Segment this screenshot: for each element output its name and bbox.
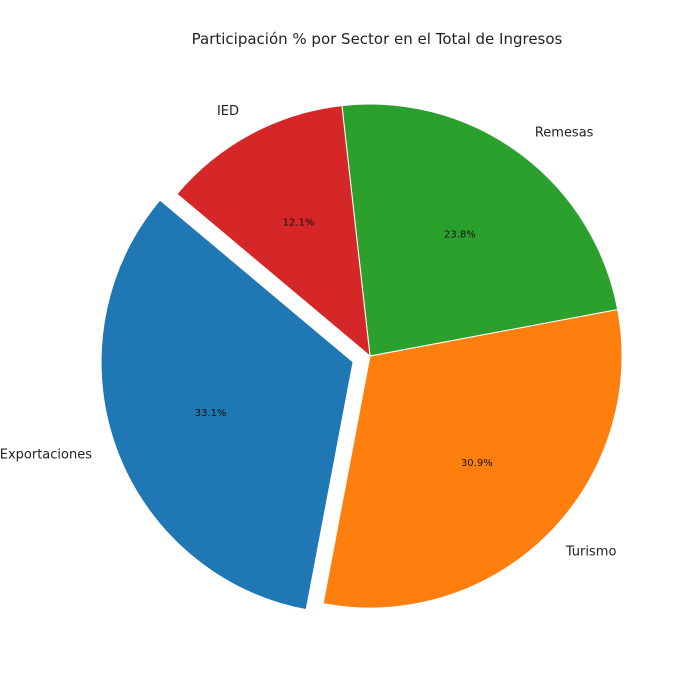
slice-label-turismo: Turismo bbox=[565, 545, 617, 560]
pie-slice-turismo bbox=[322, 308, 623, 609]
slice-label-ied: IED bbox=[217, 104, 239, 119]
slice-percent-remesas: 23.8% bbox=[444, 229, 476, 240]
pie-slice-remesas bbox=[341, 103, 619, 357]
slice-percent-exportaciones: 33.1% bbox=[195, 408, 227, 419]
pie-labels: Exportaciones 33.1% Turismo 30.9% Remesas 23.… bbox=[0, 104, 616, 559]
slice-label-remesas: Remesas bbox=[535, 126, 594, 141]
slice-label-exportaciones: Exportaciones bbox=[0, 448, 92, 463]
chart-title: Participación % por Sector en el Total d… bbox=[192, 30, 563, 48]
slice-percent-ied: 12.1% bbox=[283, 218, 315, 229]
pie-slice-ied bbox=[176, 105, 371, 358]
pie-slices bbox=[100, 103, 623, 611]
slice-percent-turismo: 30.9% bbox=[461, 458, 493, 469]
pie-slice-exportaciones bbox=[100, 199, 354, 611]
